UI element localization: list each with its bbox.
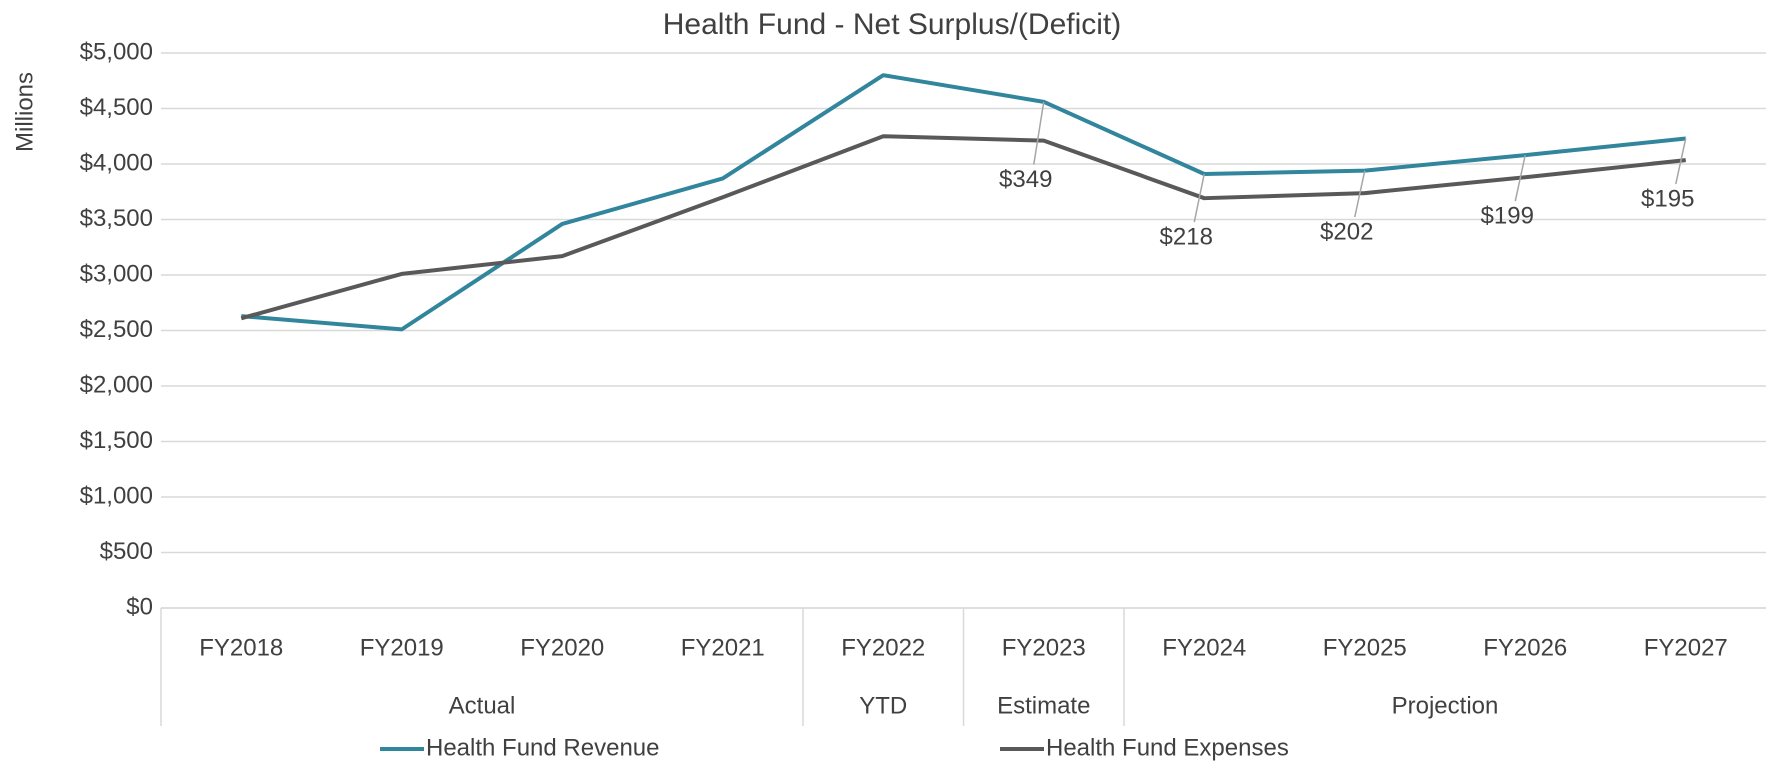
- x-tick-label: FY2021: [681, 634, 765, 661]
- group-label: YTD: [859, 692, 907, 719]
- x-tick-label: FY2025: [1323, 634, 1407, 661]
- y-tick-label: $2,000: [80, 371, 153, 398]
- data-annotation: $202: [1320, 218, 1373, 245]
- x-tick-label: FY2027: [1644, 634, 1728, 661]
- y-tick-label: $5,000: [80, 38, 153, 65]
- leader-line: [1675, 138, 1687, 185]
- x-tick-label: FY2024: [1162, 634, 1246, 661]
- leader-line: [1033, 101, 1045, 165]
- chart-title: Health Fund - Net Surplus/(Deficit): [663, 8, 1122, 41]
- data-annotation: $195: [1641, 185, 1694, 212]
- x-tick-label: FY2019: [360, 634, 444, 661]
- group-label: Projection: [1392, 692, 1499, 719]
- x-tick-label: FY2020: [520, 634, 604, 661]
- y-tick-label: $500: [100, 538, 153, 565]
- y-tick-label: $3,000: [80, 260, 153, 287]
- legend-label: Health Fund Expenses: [1046, 734, 1289, 761]
- y-tick-label: $4,500: [80, 94, 153, 121]
- x-tick-label: FY2026: [1483, 634, 1567, 661]
- y-tick-label: $0: [126, 593, 153, 620]
- leader-line: [1514, 154, 1526, 202]
- group-label: Estimate: [997, 692, 1090, 719]
- y-tick-label: $4,000: [80, 149, 153, 176]
- leader-line: [1193, 173, 1205, 223]
- legend-label: Health Fund Revenue: [426, 734, 659, 761]
- data-annotation: $349: [999, 166, 1052, 193]
- y-tick-label: $1,000: [80, 482, 153, 509]
- y-tick-label: $1,500: [80, 427, 153, 454]
- data-annotation: $199: [1481, 203, 1534, 230]
- series-line: [240, 134, 1686, 321]
- x-tick-label: FY2018: [199, 634, 283, 661]
- y-axis-label: Millions: [11, 72, 38, 152]
- y-tick-label: $2,500: [80, 316, 153, 343]
- y-tick-label: $3,500: [80, 205, 153, 232]
- x-tick-label: FY2022: [841, 634, 925, 661]
- data-annotation: $218: [1160, 224, 1213, 251]
- x-tick-label: FY2023: [1002, 634, 1086, 661]
- series-line: [241, 73, 1686, 332]
- leader-line: [1354, 170, 1366, 218]
- group-label: Actual: [449, 692, 516, 719]
